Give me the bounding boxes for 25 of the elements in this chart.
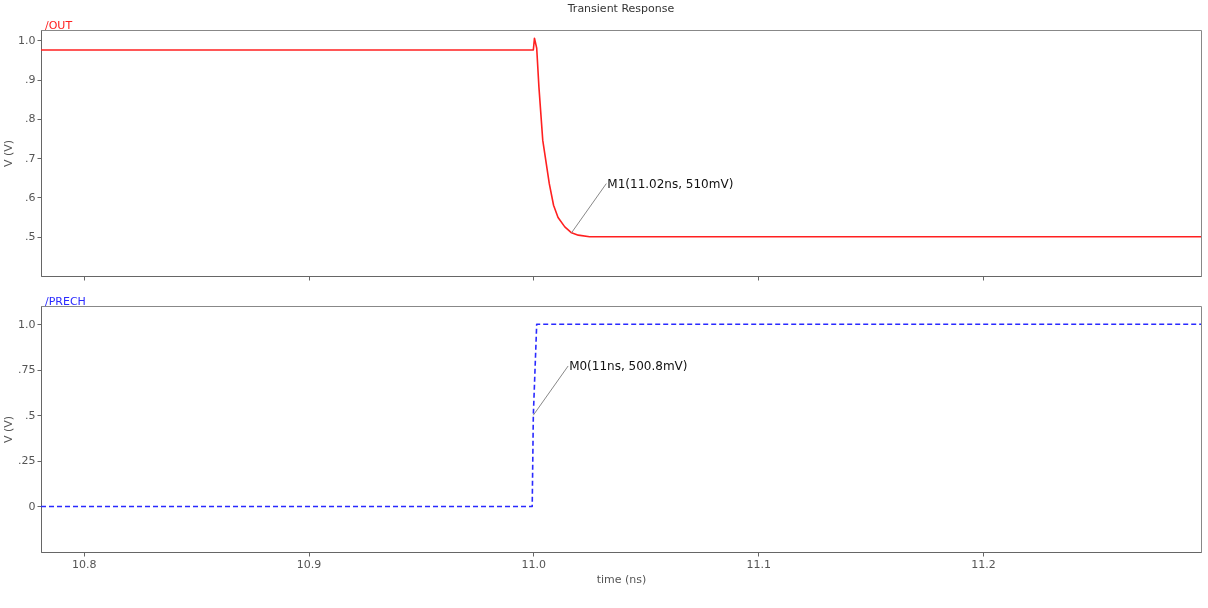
y-tick-label: .5 (25, 230, 36, 244)
y-tick-label: .25 (18, 454, 36, 468)
x-tick-label: 10.8 (71, 557, 97, 571)
y-tick-label: 1.0 (18, 33, 36, 47)
x-tick-label: 11.1 (746, 557, 771, 571)
x-tick-label: 11.0 (521, 557, 547, 571)
y-tick-label: .6 (25, 190, 36, 204)
x-tick-label: 10.9 (296, 557, 322, 571)
y-axis-title: V (V) (2, 415, 16, 444)
y-tick-label: .9 (25, 73, 36, 87)
y-tick-label: .7 (25, 151, 36, 165)
x-axis-title: time (ns) (596, 572, 647, 586)
y-tick-label: 1.0 (18, 317, 36, 331)
series-label: /OUT (45, 19, 73, 32)
text: /PRECH (45, 295, 86, 308)
y-tick-label: .75 (18, 363, 36, 377)
y-tick-label: .8 (25, 112, 36, 126)
line-series (41, 37, 1201, 238)
y-tick-label: 0 (28, 499, 36, 513)
y-axis-title: V (V) (2, 139, 16, 168)
chart-title: Transient Response (566, 2, 675, 15)
annotation: M0(11ns, 500.8mV) (569, 358, 688, 373)
x-tick-label: 11.2 (971, 557, 996, 571)
annotation: M1(11.02ns, 510mV) (607, 176, 734, 191)
y-tick-label: .5 (25, 408, 36, 422)
